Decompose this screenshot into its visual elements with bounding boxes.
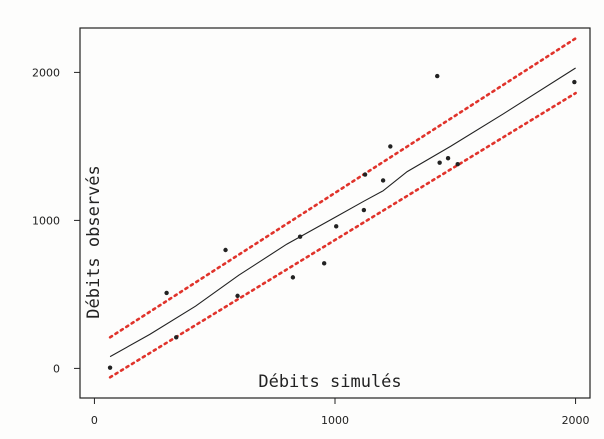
data-point [572, 79, 577, 85]
lower-bound-line [108, 91, 577, 379]
x-tick-label: 2000 [562, 414, 590, 427]
data-point [107, 365, 113, 370]
y-axis-title: Débits observés [84, 165, 104, 319]
confidence-bounds [108, 37, 577, 379]
data-points [107, 73, 577, 370]
data-point [361, 207, 367, 213]
data-point [445, 156, 451, 161]
data-point [297, 234, 303, 239]
data-point [235, 293, 240, 299]
y-tick-label: 0 [53, 362, 60, 375]
data-point [174, 335, 179, 340]
x-axis-title: Débits simulés [258, 372, 401, 392]
fit-line [109, 67, 576, 358]
data-point [388, 144, 393, 149]
data-point [455, 161, 460, 167]
upper-bound-line [108, 37, 577, 339]
data-point [380, 178, 386, 183]
data-point [334, 224, 339, 229]
data-point [223, 247, 228, 253]
data-point [290, 275, 296, 280]
data-point [321, 261, 327, 266]
data-point [435, 73, 440, 79]
y-tick-label: 1000 [32, 214, 60, 227]
axis-ticks: 0 1000 2000 0 1000 2000 [32, 66, 590, 427]
fit-line-layer [109, 67, 576, 358]
y-tick-label: 2000 [32, 66, 60, 79]
x-tick-label: 1000 [321, 414, 349, 427]
data-point [437, 160, 442, 165]
plot-frame [79, 27, 591, 399]
data-point [362, 172, 368, 177]
x-tick-label: 0 [91, 414, 98, 427]
data-point [164, 290, 169, 296]
